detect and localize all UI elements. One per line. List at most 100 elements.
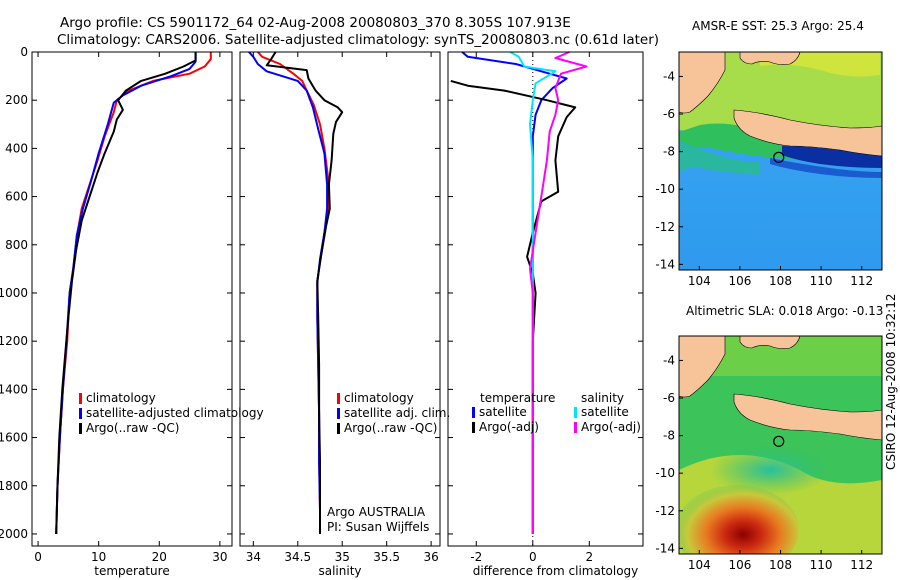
map-y-tick-label: -4 [663, 69, 675, 83]
profile-location-marker [773, 435, 785, 447]
sst-cool-edge [770, 158, 882, 178]
sst-teal-patch [679, 140, 760, 175]
temperature-panel: 0 10 20 30 temperature 0 200 400 600 800 1000 1200 1… [0, 45, 264, 578]
sst-green-patch [679, 123, 812, 160]
map-x-tick-label: 108 [769, 558, 792, 572]
y-tick-label: 1600 [0, 431, 28, 445]
legend-swatch [79, 408, 82, 419]
x-tick-label: 34 [246, 550, 261, 564]
x-tick-label: 0 [34, 550, 42, 564]
figure-title-line2: Climatology: CARS2006. Satellite-adjuste… [57, 32, 659, 48]
side-stamp: CSIRO 12-Aug-2008 10:32:12 [884, 294, 898, 470]
series-line-2 [265, 51, 344, 534]
map-x-tick-label: 106 [728, 558, 751, 572]
map-x-tick-label: 110 [810, 274, 833, 288]
y-tick-label: 0 [20, 45, 28, 59]
legend-swatch [337, 423, 340, 434]
x-tick-label: 36 [423, 550, 438, 564]
legend-label: satellite [479, 405, 527, 419]
map-x-tick-label: 104 [688, 558, 711, 572]
legend-swatch [472, 407, 475, 418]
x-axis-label: difference from climatology [473, 564, 639, 578]
sst-land-java [733, 109, 882, 157]
x-tick-label: 0 [529, 550, 537, 564]
figure-title-line1: Argo profile: CS 5901172_64 02-Aug-2008 … [60, 15, 571, 31]
x-tick-label: 10 [91, 550, 106, 564]
y-tick-label: 400 [5, 141, 28, 155]
axes-frame [239, 51, 441, 547]
series-line-0 [55, 52, 212, 535]
sla-warm-anomaly [679, 485, 799, 554]
x-tick-label: 30 [212, 550, 227, 564]
legend-label: satellite adj. clim. [344, 406, 450, 420]
map-y-tick-label: -10 [655, 182, 675, 196]
series-line-0 [461, 51, 568, 534]
axes-frame [447, 51, 644, 547]
map-y-tick-label: -6 [663, 391, 675, 405]
sla-teal-anomaly [710, 445, 830, 495]
map-x-tick-label: 110 [810, 558, 833, 572]
map-y-tick-label: -6 [663, 107, 675, 121]
sst-land-sumatra [679, 52, 726, 114]
map-y-tick-label: -10 [655, 466, 675, 480]
map-x-tick-label: 112 [850, 558, 873, 572]
series-line-1 [450, 79, 577, 534]
legend-label: Argo(-adj) [479, 420, 539, 434]
credit-line2: PI: Susan Wijffels [327, 520, 429, 534]
y-tick-label: 1400 [0, 382, 28, 396]
legend-label: Argo(..raw -QC) [86, 421, 179, 435]
series-line-3 [529, 51, 588, 534]
legend-swatch [79, 393, 82, 404]
y-tick-label: 200 [5, 93, 28, 107]
y-tick-label: 600 [5, 190, 28, 204]
legend-swatch [337, 393, 340, 404]
x-tick-label: 2 [585, 550, 593, 564]
map-y-tick-label: -12 [655, 220, 675, 234]
legend-label: climatology [344, 391, 414, 405]
sst-map-axes: 104 106 108 110 112 -4 -6 -8 -10 -12 -14 [655, 51, 883, 288]
x-tick-label: 35 [335, 550, 350, 564]
credit-line1: Argo AUSTRALIA [327, 505, 426, 519]
salinity-panel: 34 34.5 35 35.5 36 salinity climatologysatelli… [239, 51, 450, 578]
sst-land-borneo [739, 52, 801, 65]
y-tick-label: 1000 [0, 286, 28, 300]
legend-label: satellite [581, 405, 629, 419]
legend-swatch [574, 407, 577, 418]
map-y-tick-label: -14 [655, 257, 675, 271]
x-tick-label: 35.5 [373, 550, 400, 564]
sst-map [679, 52, 882, 270]
map-x-tick-label: 104 [688, 274, 711, 288]
y-tick-label: 2000 [0, 527, 28, 541]
sst-cool-upwelling [782, 146, 882, 168]
legend-swatch [472, 422, 475, 433]
legend-swatch [337, 408, 340, 419]
legend-swatch [574, 422, 577, 433]
series-line-1 [55, 52, 197, 535]
legend-label: satellite-adjusted climatology [86, 406, 264, 420]
axes-frame [31, 51, 233, 547]
legend-title-salinity: salinity [581, 391, 624, 405]
sst-map-title: AMSR-E SST: 25.3 Argo: 25.4 [692, 19, 864, 33]
profile-location-marker [773, 151, 785, 163]
x-axis-label: salinity [318, 564, 361, 578]
y-tick-label: 1200 [0, 334, 28, 348]
map-y-tick-label: -4 [663, 353, 675, 367]
series-line-2 [55, 52, 197, 535]
x-tick-label: 34.5 [284, 550, 311, 564]
map-x-tick-label: 106 [728, 274, 751, 288]
sla-land-borneo [739, 336, 801, 349]
map-x-tick-label: 112 [850, 274, 873, 288]
x-tick-label: -2 [470, 550, 482, 564]
legend-swatch [79, 423, 82, 434]
map-x-tick-label: 108 [769, 274, 792, 288]
map-y-tick-label: -14 [655, 541, 675, 555]
sla-land-java [733, 393, 882, 441]
legend-label: climatology [86, 391, 156, 405]
map-y-tick-label: -8 [663, 429, 675, 443]
series-line-1 [248, 51, 329, 534]
sla-land-sumatra [679, 336, 726, 398]
legend-title-temperature: temperature [480, 391, 555, 405]
map-y-tick-label: -12 [655, 504, 675, 518]
